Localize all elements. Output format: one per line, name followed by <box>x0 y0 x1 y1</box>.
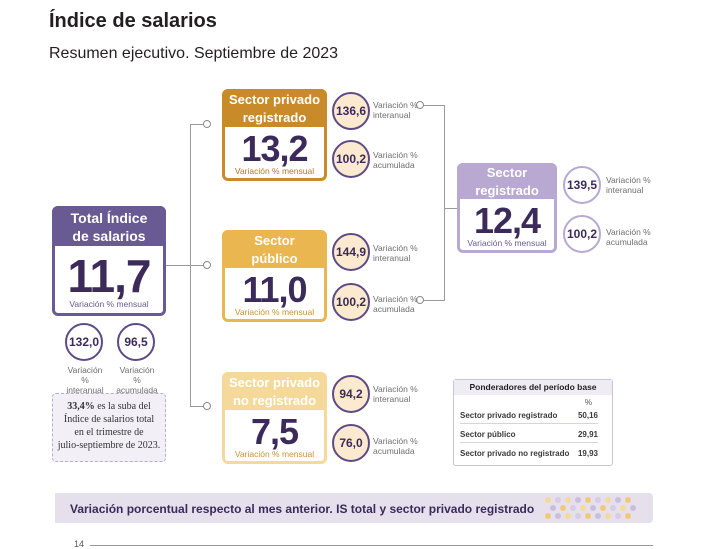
total-interanual-badge: 132,0 <box>65 323 103 361</box>
connector-dot <box>203 402 211 410</box>
connector-line <box>190 406 204 407</box>
publico-acumulada-label: Variación % acumulada <box>373 294 418 314</box>
registrado-note: Variación % mensual <box>467 238 547 248</box>
registrado-card: Sector registrado 12,4 Variación % mensu… <box>457 163 557 253</box>
publico-acumulada-badge: 100,2 <box>332 283 370 321</box>
page-subtitle: Resumen ejecutivo. Septiembre de 2023 <box>49 45 339 62</box>
no-registrado-note: Variación % mensual <box>234 449 315 459</box>
table-row: Sector público 29,91 <box>460 426 598 443</box>
weights-title: Ponderadores del período base <box>454 380 612 395</box>
connector-dot <box>416 101 424 109</box>
registrado-acumulada-label: Variación % acumulada <box>606 227 651 247</box>
page-title: Índice de salarios <box>49 10 217 32</box>
privado-note: Variación % mensual <box>234 166 315 176</box>
connector-dot <box>203 261 211 269</box>
total-interanual-label: Variación % interanual <box>66 365 104 395</box>
total-value: 11,7 <box>67 250 152 302</box>
total-note: Variación % mensual <box>69 299 149 309</box>
no-registrado-acumulada-label: Variación % acumulada <box>373 436 418 456</box>
section-banner: Variación porcentual respecto al mes ant… <box>55 493 653 523</box>
note-highlight: 33,4% <box>67 401 95 412</box>
total-title-line1: Total Índice <box>70 210 148 226</box>
no-registrado-value: 7,5 <box>250 411 299 452</box>
privado-interanual-badge: 136,6 <box>332 92 370 130</box>
total-acumulada-badge: 96,5 <box>117 323 155 361</box>
privado-value: 13,2 <box>241 128 308 169</box>
weights-unit: % <box>584 398 592 407</box>
connector-dot <box>416 296 424 304</box>
total-index-card: Total Índice de salarios 11,7 Variación … <box>52 206 166 316</box>
no-registrado-interanual-label: Variación % interanual <box>373 384 418 404</box>
weights-table: Ponderadores del período base % Sector p… <box>453 379 613 466</box>
page-number: 14 <box>74 539 85 549</box>
registrado-interanual-badge: 139,5 <box>563 166 601 204</box>
privado-acumulada-badge: 100,2 <box>332 140 370 178</box>
connector-line <box>444 105 445 301</box>
publico-card: Sector público 11,0 Variación % mensual <box>222 230 327 322</box>
connector-line <box>166 265 190 266</box>
connector-line <box>190 265 204 266</box>
no-registrado-card: Sector privado no registrado 7,5 Variaci… <box>222 372 327 464</box>
table-row: Sector privado registrado 50,16 <box>460 407 598 424</box>
quarter-note-box: 33,4% es la suba del Índice de salarios … <box>52 393 166 462</box>
publico-interanual-badge: 144,9 <box>332 233 370 271</box>
footer-rule <box>90 545 653 546</box>
connector-line <box>422 105 445 106</box>
privado-interanual-label: Variación % interanual <box>373 100 418 120</box>
privado-registrado-card: Sector privado registrado 13,2 Variación… <box>222 89 327 181</box>
connector-dot <box>203 120 211 128</box>
connector-line <box>190 124 204 125</box>
no-registrado-interanual-badge: 94,2 <box>332 375 370 413</box>
connector-line <box>444 208 457 209</box>
publico-note: Variación % mensual <box>234 307 315 317</box>
no-registrado-acumulada-badge: 76,0 <box>332 424 370 462</box>
registrado-acumulada-badge: 100,2 <box>563 215 601 253</box>
total-title-line2: de salarios <box>72 228 146 244</box>
publico-value: 11,0 <box>242 269 307 310</box>
banner-text: Variación porcentual respecto al mes ant… <box>70 502 535 516</box>
table-row: Sector privado no registrado 19,93 <box>460 449 598 458</box>
connector-line <box>422 300 445 301</box>
privado-acumulada-label: Variación % acumulada <box>373 150 418 170</box>
total-acumulada-label: Variación % acumulada <box>116 365 158 395</box>
registrado-value: 12,4 <box>473 200 541 241</box>
publico-interanual-label: Variación % interanual <box>373 243 418 263</box>
registrado-interanual-label: Variación % interanual <box>606 175 651 195</box>
